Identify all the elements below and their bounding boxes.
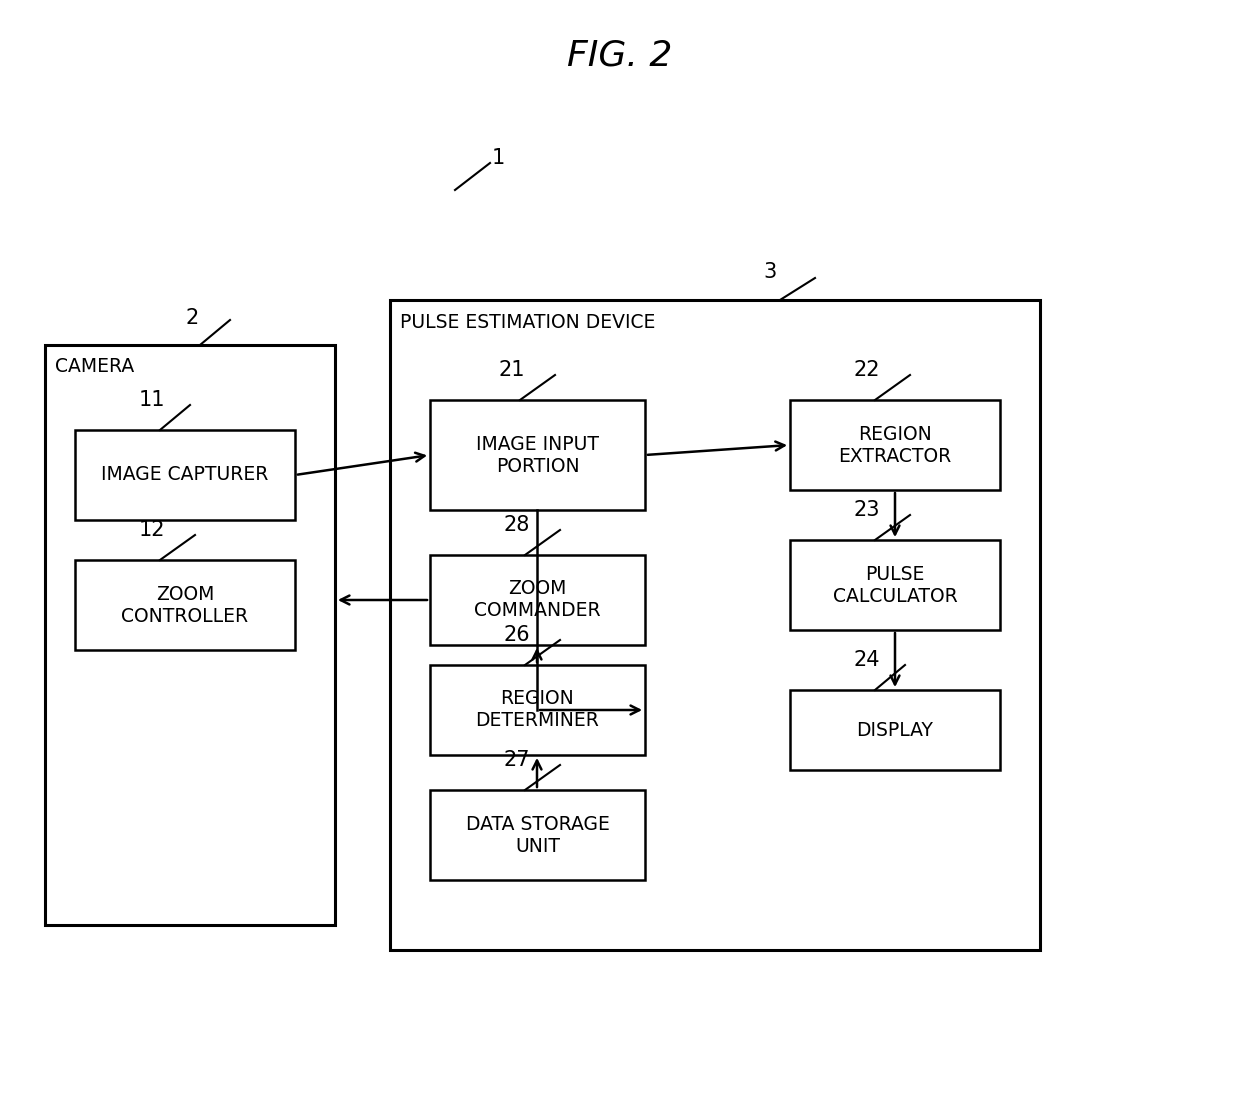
- Text: FIG. 2: FIG. 2: [568, 39, 672, 72]
- Text: REGION
DETERMINER: REGION DETERMINER: [476, 690, 599, 730]
- Bar: [74, 430, 295, 520]
- Text: 26: 26: [503, 625, 531, 645]
- Text: CAMERA: CAMERA: [55, 358, 134, 376]
- Text: 24: 24: [854, 650, 880, 670]
- Bar: [790, 690, 999, 770]
- Text: ZOOM
CONTROLLER: ZOOM CONTROLLER: [122, 584, 248, 626]
- Text: IMAGE INPUT
PORTION: IMAGE INPUT PORTION: [476, 434, 599, 475]
- Text: 12: 12: [139, 520, 165, 540]
- Bar: [430, 556, 645, 645]
- Text: PULSE ESTIMATION DEVICE: PULSE ESTIMATION DEVICE: [401, 312, 656, 331]
- Text: PULSE
CALCULATOR: PULSE CALCULATOR: [832, 564, 957, 605]
- Text: 2: 2: [185, 308, 198, 328]
- Bar: [790, 540, 999, 630]
- Bar: [45, 345, 335, 925]
- Text: DISPLAY: DISPLAY: [857, 720, 934, 739]
- Text: 1: 1: [491, 148, 505, 168]
- Text: 23: 23: [854, 500, 880, 520]
- Text: 11: 11: [139, 390, 165, 410]
- Bar: [430, 790, 645, 880]
- Text: ZOOM
COMMANDER: ZOOM COMMANDER: [474, 580, 601, 620]
- Text: 28: 28: [503, 515, 531, 535]
- Bar: [430, 666, 645, 755]
- Bar: [74, 560, 295, 650]
- Text: IMAGE CAPTURER: IMAGE CAPTURER: [102, 465, 269, 484]
- Text: 27: 27: [503, 750, 531, 770]
- Text: REGION
EXTRACTOR: REGION EXTRACTOR: [838, 425, 951, 465]
- Bar: [391, 300, 1040, 950]
- Text: 22: 22: [854, 360, 880, 379]
- Text: 21: 21: [498, 360, 526, 379]
- Bar: [430, 400, 645, 510]
- Text: 3: 3: [764, 262, 776, 282]
- Text: DATA STORAGE
UNIT: DATA STORAGE UNIT: [465, 814, 609, 856]
- Bar: [790, 400, 999, 490]
